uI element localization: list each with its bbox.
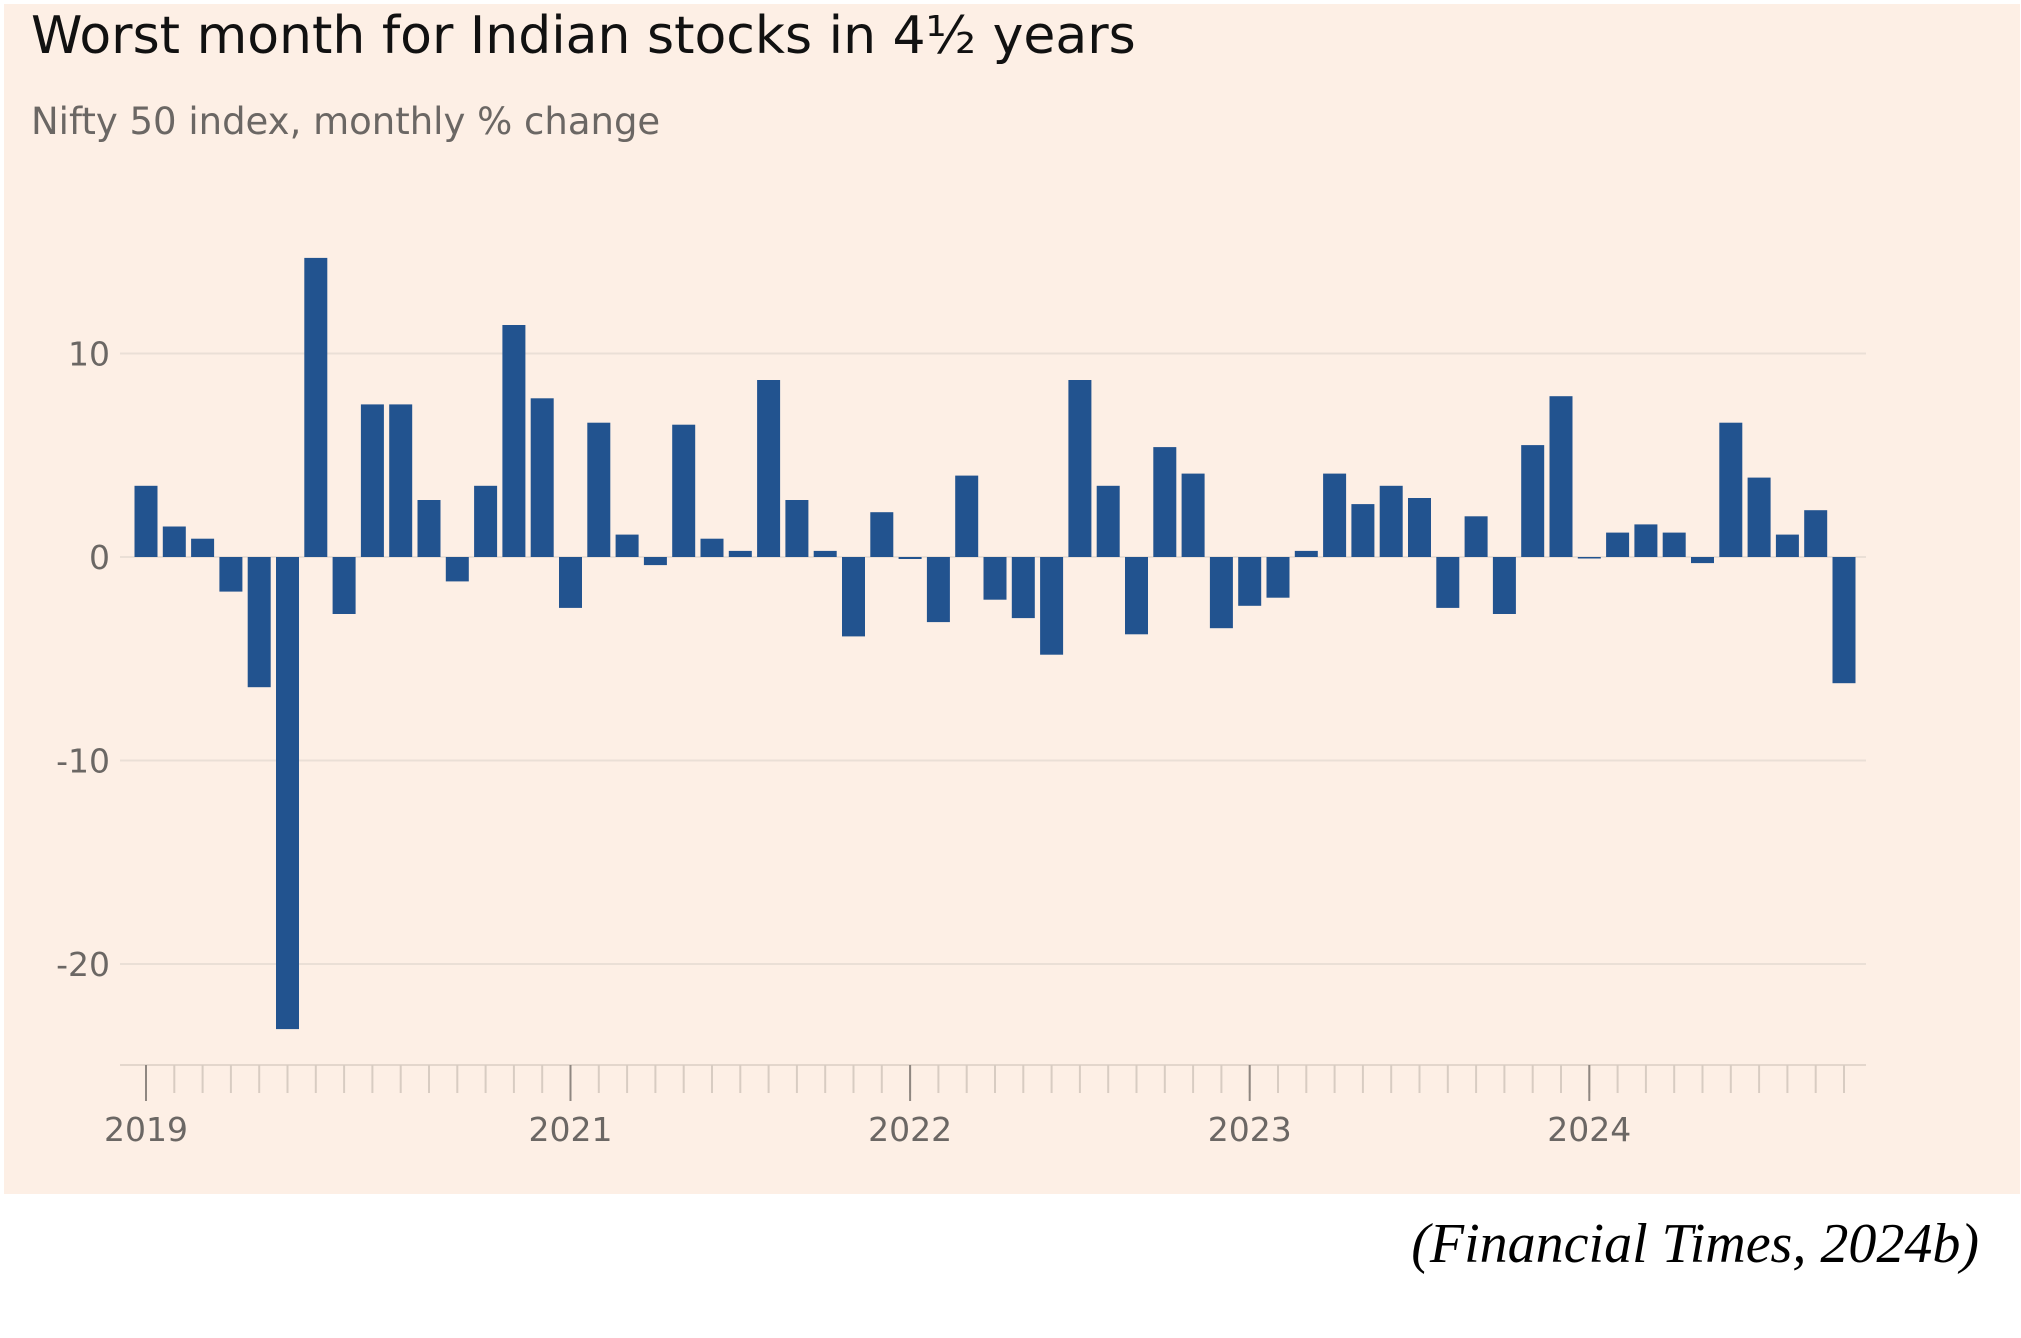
bar [1775,534,1799,557]
bar [1521,445,1545,557]
bar [1068,380,1092,557]
x-tick-label: 2024 [1547,1110,1631,1149]
bar [1464,516,1488,557]
bar [304,257,328,557]
bar [276,557,299,1030]
bar [1379,485,1403,557]
bar [219,557,243,592]
bar [785,500,809,557]
bar [1040,557,1064,655]
bar [1011,557,1035,619]
bar [191,538,215,557]
bar [1804,510,1828,557]
bar [1606,532,1630,557]
bars [134,257,1856,1030]
bar [474,485,498,557]
bar [955,475,979,557]
bar [1691,557,1714,564]
chart-subtitle: Nifty 50 index, monthly % change [31,100,661,143]
bar [1436,557,1460,608]
bar [1408,498,1431,557]
bar [1125,557,1148,635]
bar [559,557,582,608]
bar [502,325,526,557]
bar [615,534,639,557]
chart-title: Worst month for Indian stocks in 4½ year… [31,6,1136,66]
bar [1153,447,1177,557]
x-axis: 2019 2021 2022 2023 2024 [104,1064,1866,1149]
bar [134,485,158,557]
bar [247,557,271,688]
x-tick-label: 2022 [868,1110,952,1149]
bar [757,380,781,557]
bar [643,557,667,566]
bar [417,500,441,557]
bar [1181,473,1205,557]
bar [700,538,724,557]
bar-chart: 10 0 -10 -20 2019 2021 2022 2023 2024 [56,257,1866,1149]
bar [1351,504,1375,557]
x-tick-label: 2023 [1208,1110,1292,1149]
bar [1096,485,1120,557]
bar [1634,524,1658,557]
bar [332,557,356,614]
bar [1238,557,1262,606]
y-tick-label: 0 [89,538,110,577]
source-note: (Financial Times, 2024b) [1411,1213,1979,1275]
bar [672,424,696,557]
x-tick-label: 2019 [104,1110,188,1149]
bar [983,557,1007,600]
bar [1323,473,1347,557]
y-axis: 10 0 -10 -20 [56,335,110,985]
bar [1577,557,1601,559]
bar [1294,550,1318,557]
bar [360,404,384,557]
bar [587,422,611,557]
bar [1492,557,1516,614]
bar [728,550,752,557]
bar [870,512,894,557]
bar [162,526,186,557]
bar [1719,422,1743,557]
bar [389,404,413,557]
y-tick-label: -20 [56,945,110,984]
bar [530,398,554,557]
bar [926,557,950,623]
bar [813,550,837,557]
y-tick-label: 10 [68,335,110,374]
bar [1266,557,1290,598]
x-tick-label: 2021 [529,1110,613,1149]
bar [1747,477,1771,557]
bar [842,557,865,637]
bar [898,557,922,559]
bar [1662,532,1686,557]
bar [1832,557,1856,684]
bar [1549,396,1573,557]
y-tick-label: -10 [56,742,110,781]
bar [445,557,469,582]
bar [1209,557,1233,629]
